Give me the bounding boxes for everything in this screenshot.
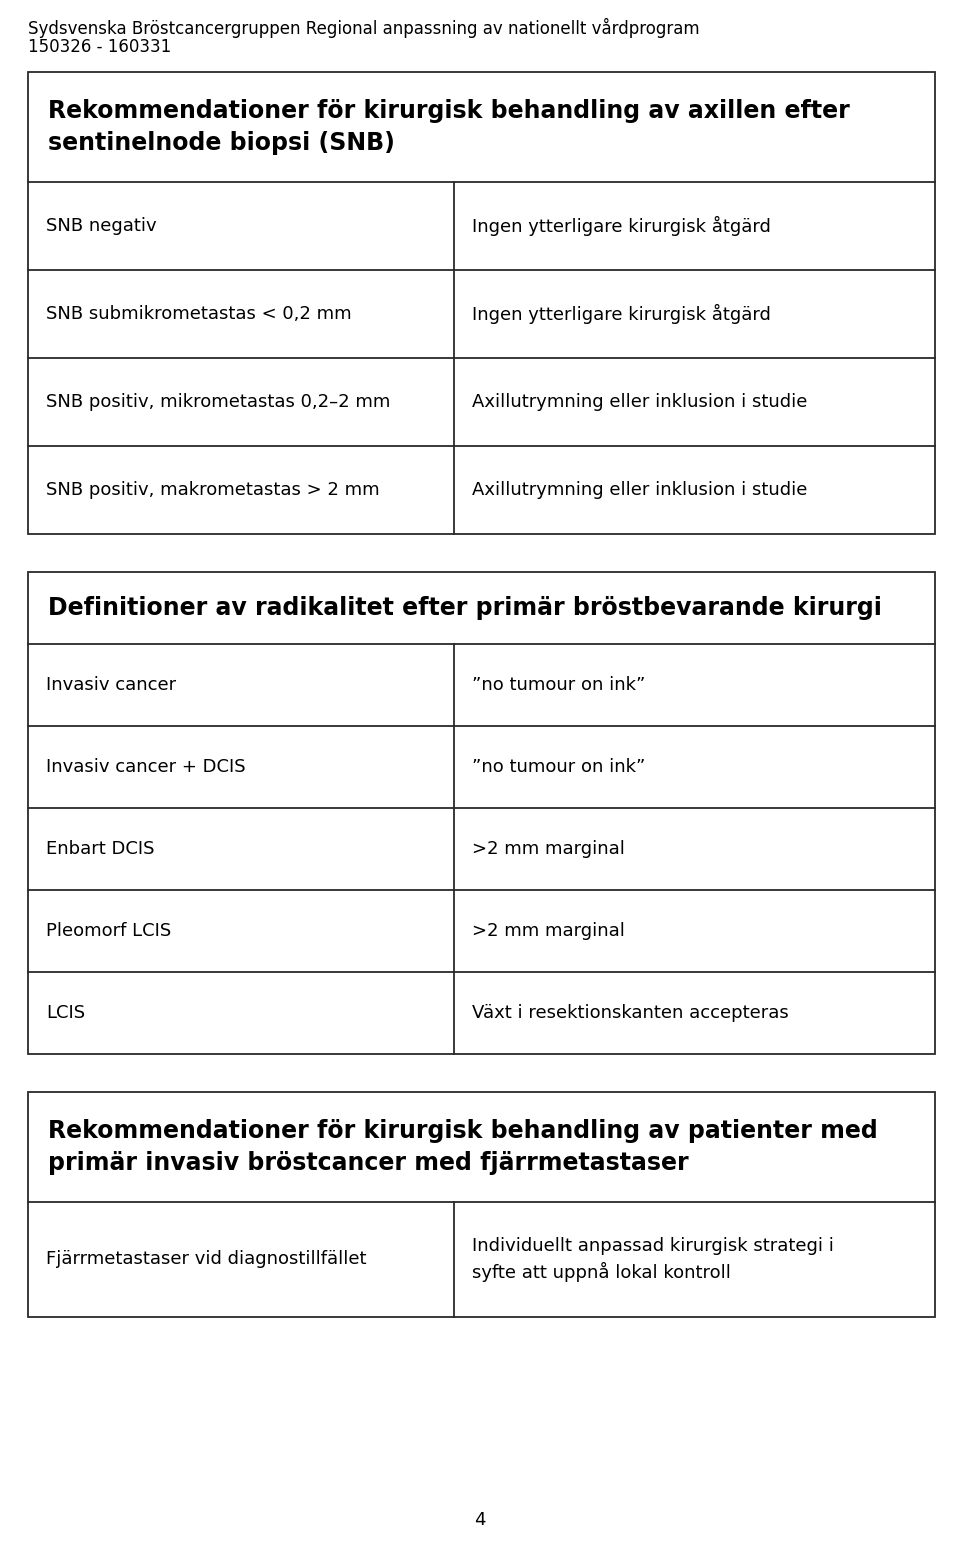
Text: Växt i resektionskanten accepteras: Växt i resektionskanten accepteras xyxy=(472,1005,789,1022)
Text: 4: 4 xyxy=(474,1511,486,1529)
Bar xyxy=(28,572,935,1054)
Bar xyxy=(28,72,935,533)
Text: >2 mm marginal: >2 mm marginal xyxy=(472,922,625,941)
Text: Invasiv cancer: Invasiv cancer xyxy=(46,676,176,694)
Text: Definitioner av radikalitet efter primär bröstbevarande kirurgi: Definitioner av radikalitet efter primär… xyxy=(48,596,882,620)
Text: Fjärrmetastaser vid diagnostillfället: Fjärrmetastaser vid diagnostillfället xyxy=(46,1250,367,1269)
Text: SNB positiv, makrometastas > 2 mm: SNB positiv, makrometastas > 2 mm xyxy=(46,480,379,499)
Text: LCIS: LCIS xyxy=(46,1005,85,1022)
Text: Sydsvenska Bröstcancergruppen Regional anpassning av nationellt vårdprogram: Sydsvenska Bröstcancergruppen Regional a… xyxy=(28,19,700,37)
Text: SNB negativ: SNB negativ xyxy=(46,218,156,235)
Text: ”no tumour on ink”: ”no tumour on ink” xyxy=(472,676,646,694)
Text: Rekommendationer för kirurgisk behandling av patienter med
primär invasiv bröstc: Rekommendationer för kirurgisk behandlin… xyxy=(48,1120,877,1174)
Text: SNB submikrometastas < 0,2 mm: SNB submikrometastas < 0,2 mm xyxy=(46,305,351,323)
Text: ”no tumour on ink”: ”no tumour on ink” xyxy=(472,757,646,776)
Text: Pleomorf LCIS: Pleomorf LCIS xyxy=(46,922,171,941)
Text: >2 mm marginal: >2 mm marginal xyxy=(472,840,625,858)
Text: Axillutrymning eller inklusion i studie: Axillutrymning eller inklusion i studie xyxy=(472,480,807,499)
Text: SNB positiv, mikrometastas 0,2–2 mm: SNB positiv, mikrometastas 0,2–2 mm xyxy=(46,393,391,411)
Bar xyxy=(28,1092,935,1317)
Text: Invasiv cancer + DCIS: Invasiv cancer + DCIS xyxy=(46,757,246,776)
Text: Individuellt anpassad kirurgisk strategi i
syfte att uppnå lokal kontroll: Individuellt anpassad kirurgisk strategi… xyxy=(472,1238,834,1281)
Text: Axillutrymning eller inklusion i studie: Axillutrymning eller inklusion i studie xyxy=(472,393,807,411)
Text: Enbart DCIS: Enbart DCIS xyxy=(46,840,155,858)
Text: Ingen ytterligare kirurgisk åtgärd: Ingen ytterligare kirurgisk åtgärd xyxy=(472,303,771,323)
Text: 150326 - 160331: 150326 - 160331 xyxy=(28,37,171,56)
Text: Rekommendationer för kirurgisk behandling av axillen efter
sentinelnode biopsi (: Rekommendationer för kirurgisk behandlin… xyxy=(48,100,850,156)
Text: Ingen ytterligare kirurgisk åtgärd: Ingen ytterligare kirurgisk åtgärd xyxy=(472,216,771,236)
